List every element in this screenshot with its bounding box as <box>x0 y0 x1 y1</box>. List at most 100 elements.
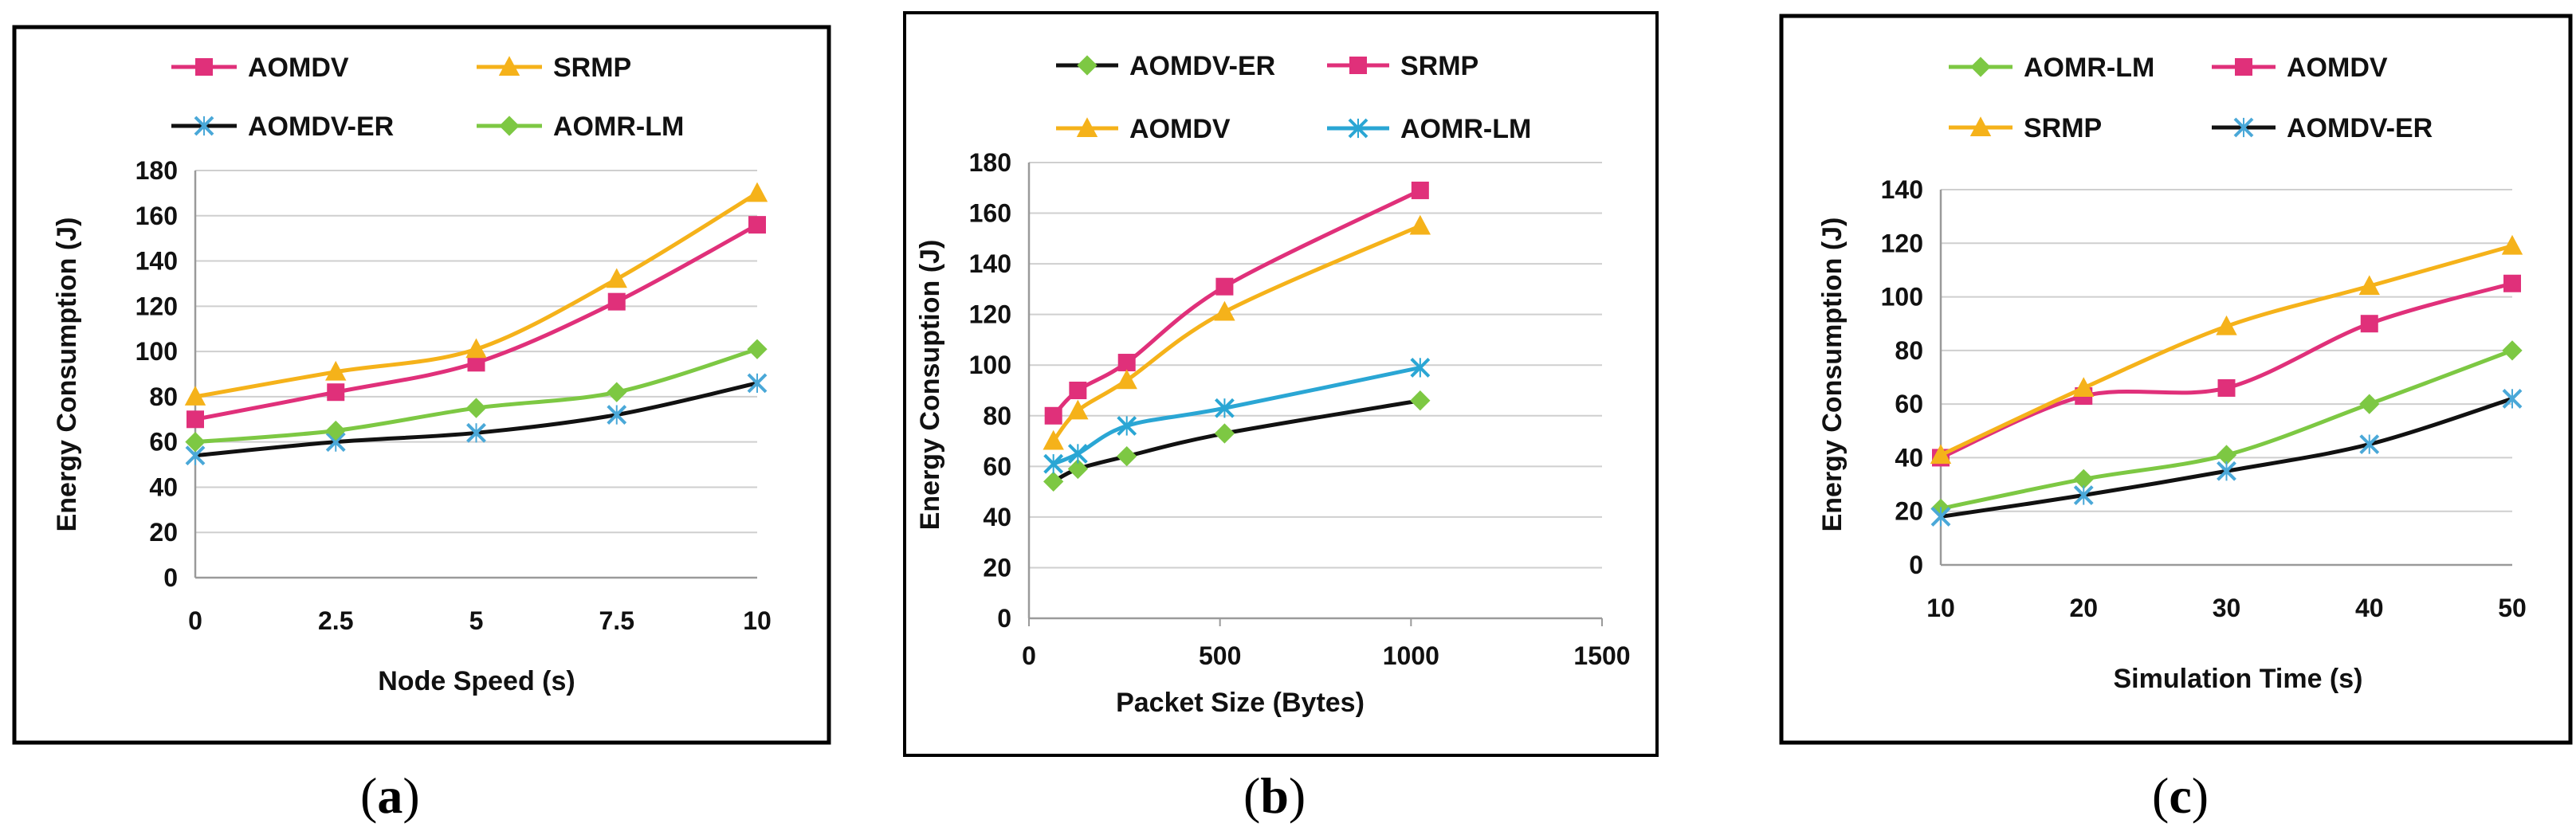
series-aomdv-er <box>1043 390 1431 492</box>
data-point <box>1067 458 1089 480</box>
data-point <box>1410 357 1431 378</box>
data-point <box>2360 315 2378 333</box>
data-point <box>2216 315 2237 335</box>
data-point <box>747 339 768 359</box>
y-tick-label: 0 <box>997 604 1011 633</box>
legend-label: AOMR-LM <box>1400 114 1531 144</box>
legend-marker <box>1970 57 1991 77</box>
data-point <box>746 182 768 202</box>
x-axis: 0 2.5 5 7.5 10 <box>188 606 772 635</box>
y-tick-label: 120 <box>969 300 1011 329</box>
y-axis-title: Energy Consumption (J) <box>1817 218 1848 532</box>
y-tick-label: 180 <box>969 148 1011 177</box>
y-tick-label: 160 <box>135 202 178 230</box>
y-tick-label: 0 <box>1909 551 1923 579</box>
x-tick-label: 500 <box>1199 641 1241 670</box>
data-point <box>1215 398 1235 418</box>
data-point <box>2217 461 2236 481</box>
chart-frame <box>12 25 831 745</box>
data-point <box>1930 507 1951 527</box>
y-tick-label: 100 <box>135 337 178 366</box>
series-srmp <box>184 182 768 406</box>
legend-item-srmp: SRMP <box>1949 113 2102 143</box>
x-tick-label: 30 <box>2213 594 2241 622</box>
legend-label: AOMR-LM <box>553 112 684 142</box>
legend-marker <box>2233 117 2254 138</box>
data-point <box>2073 469 2094 489</box>
data-point <box>185 432 206 453</box>
caption-paren: ( <box>360 767 377 824</box>
legend-item-aomdv: AOMDV <box>171 53 349 83</box>
y-tick-label: 40 <box>149 472 178 501</box>
data-point <box>2502 340 2523 361</box>
caption-paren: ( <box>2152 767 2169 824</box>
data-point <box>1117 416 1137 436</box>
legend-marker <box>1076 117 1098 137</box>
legend-marker <box>1969 116 1992 136</box>
legend-label: SRMP <box>1400 51 1478 81</box>
legend-marker <box>499 116 520 136</box>
data-point <box>1214 300 1235 321</box>
data-point <box>1117 354 1136 372</box>
chart-panel-a: 0 20 40 60 80 100 120 140 160 180 0 2.5 5 7.5 10 Node S… <box>12 25 831 824</box>
data-point <box>2358 275 2380 296</box>
data-point <box>2503 274 2521 292</box>
x-axis: 0 500 1000 1500 <box>1022 618 1631 670</box>
series-aomr-lm <box>185 339 768 453</box>
y-tick-label: 120 <box>1881 229 1923 257</box>
caption-paren: ( <box>1243 767 1260 824</box>
data-point <box>2502 389 2523 409</box>
y-tick-label: 100 <box>1881 283 1923 312</box>
series-aomr-lm <box>1043 357 1431 474</box>
y-tick-label: 80 <box>983 402 1011 430</box>
data-point <box>607 292 626 311</box>
data-point <box>1067 444 1088 464</box>
x-tick-label: 7.5 <box>599 606 634 635</box>
legend-item-aomr-lm: AOMR-LM <box>1949 53 2154 83</box>
data-point <box>187 410 204 429</box>
legend-marker <box>1077 55 1098 76</box>
chart-panel-c: 0 20 40 60 80 100 120 140 10 20 30 40 50 Simulation T… <box>1779 14 2573 824</box>
data-point <box>465 338 487 359</box>
legend-item-aomr-lm: AOMR-LM <box>477 112 684 142</box>
data-point <box>607 405 627 425</box>
legend-marker <box>2235 58 2252 76</box>
data-point <box>1411 181 1429 199</box>
y-tick-label: 140 <box>969 249 1011 278</box>
data-point <box>1043 429 1064 450</box>
data-point <box>2217 378 2236 397</box>
x-axis: 10 20 30 40 50 <box>1926 594 2527 622</box>
data-point <box>1116 369 1137 390</box>
legend-item-aomdv: AOMDV <box>1056 114 1231 144</box>
legend-item-aomdv: AOMDV <box>2212 53 2388 83</box>
data-point <box>1117 445 1137 467</box>
caption-letter: a <box>377 767 402 824</box>
chart-panel-b: 0 20 40 60 80 100 120 140 160 180 0 500 1000 1500 Pack… <box>903 11 1659 824</box>
legend-item-aomdv-er: AOMDV-ER <box>171 112 394 142</box>
caption-letter: c <box>2169 767 2191 824</box>
data-point <box>1067 399 1089 420</box>
legend-label: SRMP <box>2024 113 2102 143</box>
y-tick-label: 20 <box>149 518 178 547</box>
x-tick-label: 50 <box>2498 594 2527 622</box>
x-tick-label: 0 <box>188 606 202 635</box>
data-point <box>466 422 486 443</box>
x-axis-title: Packet Size (Bytes) <box>1116 688 1365 718</box>
data-point <box>2359 394 2380 414</box>
data-point <box>1409 214 1431 235</box>
x-tick-label: 2.5 <box>318 606 353 635</box>
x-axis-title: Simulation Time (s) <box>2114 664 2363 694</box>
legend-label: AOMDV-ER <box>248 112 394 142</box>
x-tick-label: 40 <box>2355 594 2384 622</box>
y-tick-label: 140 <box>1881 175 1923 204</box>
data-point <box>748 216 766 234</box>
data-point <box>2073 377 2095 397</box>
y-tick-label: 180 <box>135 156 178 185</box>
data-point <box>1043 453 1064 474</box>
legend-marker <box>498 56 520 76</box>
y-tick-label: 20 <box>1895 497 1923 526</box>
data-point <box>2216 445 2237 465</box>
legend-marker <box>194 116 214 136</box>
y-tick-label: 60 <box>983 452 1011 480</box>
caption-paren: ) <box>2192 767 2209 824</box>
